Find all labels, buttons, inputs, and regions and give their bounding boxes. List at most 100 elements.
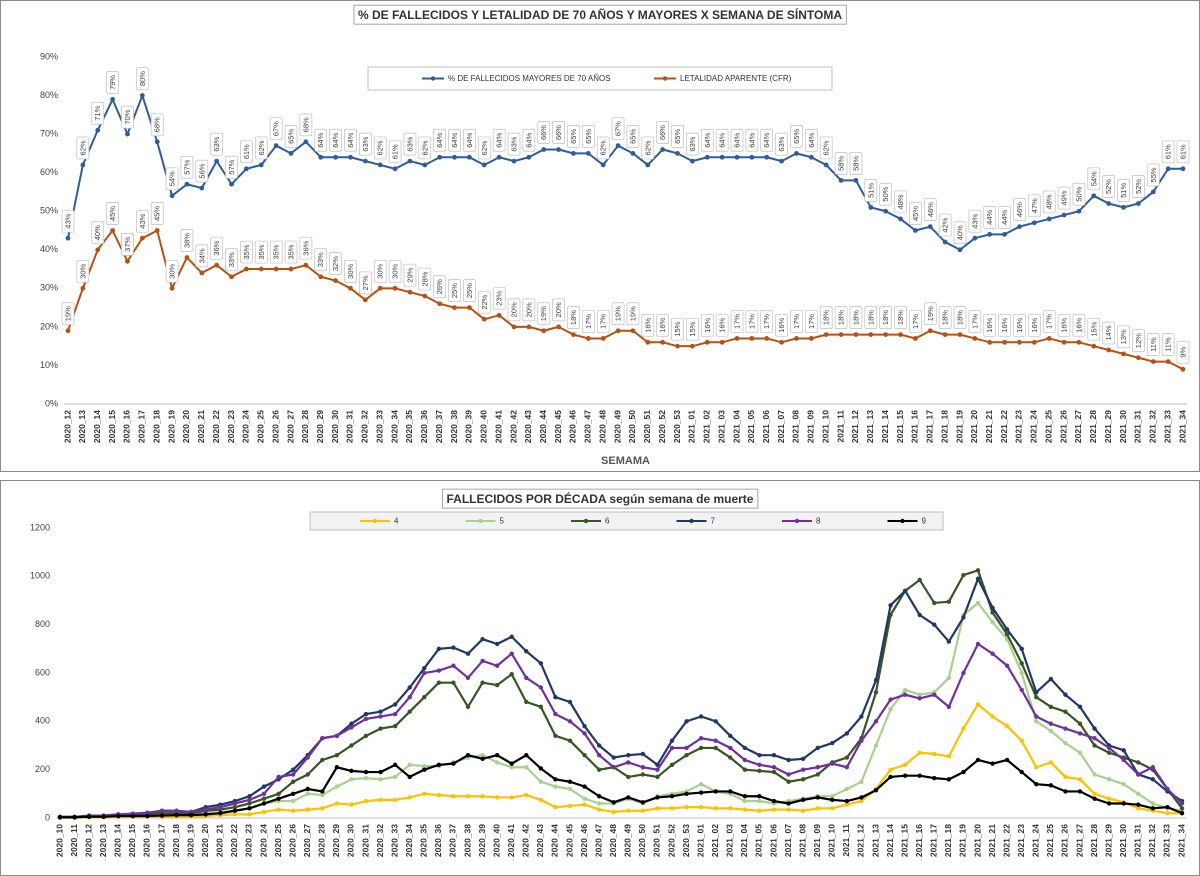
legend-label: % DE FALLECIDOS MAYORES DE 70 AÑOS bbox=[448, 74, 611, 83]
data-label: 16% bbox=[700, 313, 714, 337]
data-point bbox=[830, 740, 835, 746]
data-label-text: 17% bbox=[1045, 314, 1054, 329]
data-point bbox=[611, 800, 616, 805]
data-point bbox=[946, 675, 952, 681]
data-label-box bbox=[552, 121, 565, 144]
data-point bbox=[363, 716, 369, 722]
data-label: 11% bbox=[1146, 333, 1160, 356]
data-label-text: 18% bbox=[881, 310, 890, 325]
x-tick-label: 2020_14 bbox=[113, 824, 123, 857]
data-label-text: 16% bbox=[718, 317, 727, 332]
data-label-text: 17% bbox=[792, 314, 801, 329]
data-label-text: 30% bbox=[376, 263, 385, 278]
x-tick-label: 2020_44 bbox=[538, 410, 548, 443]
data-point bbox=[684, 791, 689, 797]
data-label-text: 67% bbox=[272, 121, 281, 136]
x-tick-label: 2021_04 bbox=[731, 410, 741, 443]
data-point bbox=[734, 154, 740, 160]
data-label: 63% bbox=[507, 132, 521, 156]
data-point bbox=[838, 332, 844, 337]
data-label-box bbox=[775, 132, 788, 156]
data-label-text: 30% bbox=[78, 263, 87, 278]
data-point bbox=[698, 745, 704, 751]
data-point bbox=[494, 641, 500, 647]
data-label: 70% bbox=[121, 105, 134, 129]
data-label-text: 30% bbox=[346, 263, 355, 278]
data-label-box bbox=[269, 240, 283, 264]
data-label-text: 11% bbox=[1149, 337, 1158, 352]
data-point bbox=[349, 721, 354, 726]
data-point bbox=[704, 154, 710, 160]
data-point bbox=[1121, 748, 1126, 753]
data-point bbox=[567, 803, 573, 809]
series-line bbox=[60, 703, 1182, 819]
data-label-text: 13% bbox=[1119, 329, 1128, 344]
data-point bbox=[154, 228, 160, 233]
x-tick-label: 2020_25 bbox=[273, 824, 283, 857]
data-point bbox=[244, 166, 249, 172]
data-label-text: 17% bbox=[584, 314, 593, 329]
data-label: 54% bbox=[165, 167, 179, 191]
data-point bbox=[571, 332, 576, 337]
data-point bbox=[288, 150, 294, 156]
data-point bbox=[1076, 339, 1082, 345]
data-label: 43% bbox=[968, 209, 982, 233]
x-tick-label: 2021_27 bbox=[1074, 824, 1084, 857]
data-point bbox=[779, 158, 784, 164]
data-label: 47% bbox=[1027, 194, 1041, 218]
data-label-text: 65% bbox=[628, 129, 637, 144]
data-label: 11% bbox=[1161, 333, 1175, 356]
data-label-text: 44% bbox=[1000, 210, 1009, 225]
data-point bbox=[611, 755, 616, 760]
data-label: 61% bbox=[1176, 140, 1190, 164]
data-point bbox=[1002, 231, 1007, 237]
data-point bbox=[1034, 719, 1039, 724]
data-point bbox=[1019, 661, 1024, 666]
data-label-box bbox=[165, 167, 179, 191]
data-label-text: 49% bbox=[1060, 190, 1069, 205]
data-point bbox=[509, 651, 514, 656]
data-point bbox=[244, 266, 249, 272]
data-point bbox=[859, 738, 864, 743]
data-point bbox=[1091, 343, 1097, 349]
data-point bbox=[786, 757, 791, 763]
data-point bbox=[349, 777, 354, 782]
data-point bbox=[452, 305, 457, 311]
data-point bbox=[786, 801, 791, 806]
data-label-text: 61% bbox=[1178, 144, 1187, 159]
data-label: 57% bbox=[180, 155, 194, 179]
data-label: 16% bbox=[641, 313, 655, 337]
data-label-box bbox=[195, 244, 209, 268]
data-point bbox=[465, 794, 471, 799]
x-tick-label: 2021_23 bbox=[1016, 824, 1026, 857]
data-point bbox=[1150, 359, 1156, 364]
data-point bbox=[873, 743, 879, 748]
data-label-box bbox=[91, 221, 105, 245]
data-point bbox=[276, 796, 281, 801]
data-label-box bbox=[358, 132, 372, 156]
data-point bbox=[538, 779, 544, 784]
x-tick-label: 2020_28 bbox=[300, 410, 310, 443]
data-label-text: 16% bbox=[1015, 317, 1024, 332]
data-point bbox=[1077, 731, 1083, 736]
x-tick-label: 2020_50 bbox=[627, 410, 637, 443]
data-label: 20% bbox=[552, 298, 565, 322]
data-point bbox=[154, 139, 160, 145]
data-point bbox=[1048, 728, 1054, 734]
data-label: 62% bbox=[373, 136, 387, 160]
data-label-box bbox=[641, 136, 655, 160]
x-tick-label: 2020_22 bbox=[211, 410, 221, 443]
data-point bbox=[422, 791, 427, 797]
x-tick-label: 2021_29 bbox=[1103, 410, 1113, 443]
data-point bbox=[757, 762, 762, 768]
data-label-text: 36% bbox=[301, 240, 310, 255]
data-label-box bbox=[61, 302, 75, 326]
data-label: 16% bbox=[1072, 313, 1086, 337]
data-point bbox=[261, 784, 267, 789]
x-tick-label: 2021_32 bbox=[1148, 410, 1158, 443]
data-label: 63% bbox=[775, 132, 788, 156]
data-label: 34% bbox=[195, 244, 209, 268]
data-point bbox=[392, 774, 398, 780]
data-label-text: 29% bbox=[405, 267, 414, 282]
x-tick-label: 2020_29 bbox=[331, 824, 341, 857]
